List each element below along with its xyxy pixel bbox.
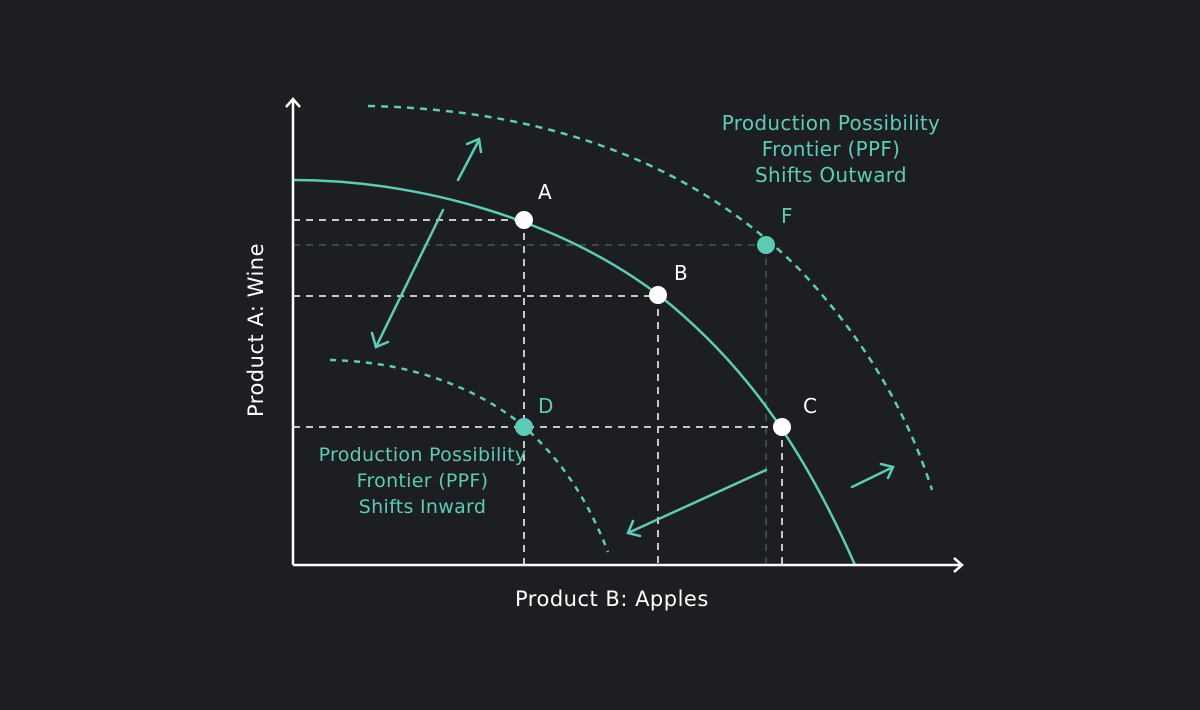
annotation-inward: Production Possibility Frontier (PPF) Sh… (318, 444, 527, 518)
annotation-outward: Production Possibility Frontier (PPF) Sh… (721, 111, 941, 187)
label-d: D (538, 394, 554, 418)
label-a: A (538, 180, 552, 204)
shift-arrows (370, 137, 895, 538)
label-f: F (781, 204, 793, 228)
ppf-outward-curve (367, 104, 934, 491)
point-c (773, 418, 791, 436)
label-c: C (803, 394, 817, 418)
point-f (757, 236, 775, 254)
point-b (649, 286, 667, 304)
label-b: B (674, 261, 688, 285)
x-axis-label: Product B: Apples (515, 587, 709, 611)
y-axis-label: Product A: Wine (244, 242, 268, 418)
point-a (515, 211, 533, 229)
axes (285, 97, 964, 573)
point-d (515, 418, 533, 436)
